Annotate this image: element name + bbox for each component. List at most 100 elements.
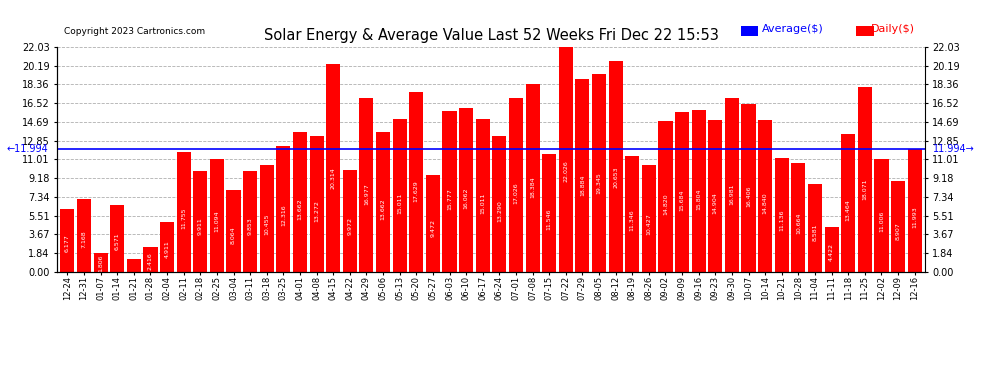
Bar <box>658 120 672 272</box>
Text: 13.464: 13.464 <box>845 199 850 221</box>
Bar <box>475 118 490 272</box>
Text: 9.972: 9.972 <box>347 217 352 235</box>
Bar <box>874 159 889 272</box>
Bar <box>575 79 589 272</box>
Bar <box>842 134 855 272</box>
Text: 18.884: 18.884 <box>580 174 585 196</box>
Bar <box>77 199 91 272</box>
Text: 15.684: 15.684 <box>679 189 685 210</box>
Text: 22.026: 22.026 <box>563 160 568 182</box>
Bar <box>626 156 640 272</box>
Bar <box>160 222 174 272</box>
Bar <box>144 247 157 272</box>
Bar <box>891 181 905 272</box>
Text: 13.290: 13.290 <box>497 200 502 222</box>
Bar <box>359 99 373 272</box>
Bar <box>558 47 573 272</box>
Text: 8.907: 8.907 <box>896 222 901 240</box>
Bar <box>857 87 872 272</box>
Text: 1.806: 1.806 <box>98 255 103 272</box>
Title: Solar Energy & Average Value Last 52 Weeks Fri Dec 22 15:53: Solar Energy & Average Value Last 52 Wee… <box>263 28 719 43</box>
Bar <box>110 205 125 272</box>
Text: Copyright 2023 Cartronics.com: Copyright 2023 Cartronics.com <box>64 27 206 36</box>
Text: 9.853: 9.853 <box>248 218 252 236</box>
Text: 4.911: 4.911 <box>164 240 169 258</box>
Bar <box>409 92 424 272</box>
Text: 8.581: 8.581 <box>813 224 818 241</box>
Bar <box>227 189 241 272</box>
Text: 17.629: 17.629 <box>414 180 419 202</box>
Text: Daily($): Daily($) <box>871 24 915 34</box>
Text: 15.804: 15.804 <box>696 189 701 210</box>
Bar <box>592 74 606 272</box>
Text: 4.422: 4.422 <box>829 243 835 261</box>
Bar <box>675 112 689 272</box>
Text: 18.384: 18.384 <box>530 177 535 198</box>
Text: 11.546: 11.546 <box>546 208 551 230</box>
Bar <box>259 165 274 272</box>
Bar <box>791 163 806 272</box>
Text: ←11.994: ←11.994 <box>7 144 49 154</box>
Bar <box>459 108 473 272</box>
Text: 6.177: 6.177 <box>65 235 70 252</box>
Text: 16.981: 16.981 <box>730 183 735 205</box>
Bar <box>908 149 922 272</box>
Text: 10.427: 10.427 <box>646 213 651 235</box>
Bar <box>443 111 456 272</box>
Text: 16.977: 16.977 <box>364 183 369 205</box>
Text: 11.346: 11.346 <box>630 209 635 231</box>
Text: 19.345: 19.345 <box>597 172 602 194</box>
Text: 6.571: 6.571 <box>115 233 120 250</box>
Bar <box>509 98 523 272</box>
Bar <box>376 132 390 272</box>
Text: 13.272: 13.272 <box>314 200 319 222</box>
Bar <box>426 175 440 272</box>
Bar <box>193 171 207 272</box>
Text: 11.136: 11.136 <box>779 210 784 231</box>
Text: 14.820: 14.820 <box>663 193 668 214</box>
Bar <box>244 171 257 272</box>
Text: Average($): Average($) <box>762 24 824 34</box>
Bar <box>93 254 108 272</box>
Bar <box>758 120 772 272</box>
Text: 20.314: 20.314 <box>331 168 336 189</box>
Text: 20.653: 20.653 <box>613 166 618 188</box>
Text: 11.094: 11.094 <box>215 210 220 232</box>
Bar <box>775 158 789 272</box>
Bar <box>708 120 723 272</box>
Text: 13.662: 13.662 <box>380 198 385 220</box>
Text: 17.026: 17.026 <box>514 183 519 204</box>
Text: 2.416: 2.416 <box>148 252 153 270</box>
Bar <box>127 259 141 272</box>
Text: 9.911: 9.911 <box>198 217 203 235</box>
Text: 11.994→: 11.994→ <box>934 144 975 154</box>
Bar <box>326 64 341 272</box>
Bar <box>808 184 822 272</box>
Text: 11.993: 11.993 <box>912 206 917 228</box>
Text: 7.168: 7.168 <box>81 230 86 248</box>
Bar <box>692 111 706 272</box>
Bar <box>60 209 74 272</box>
Text: 10.664: 10.664 <box>796 212 801 234</box>
Text: 16.406: 16.406 <box>746 186 751 207</box>
Bar <box>343 170 356 272</box>
Text: 14.904: 14.904 <box>713 192 718 214</box>
Text: 10.455: 10.455 <box>264 213 269 235</box>
Text: 14.840: 14.840 <box>762 193 767 214</box>
Text: 18.071: 18.071 <box>862 178 867 200</box>
Text: 13.662: 13.662 <box>297 198 303 220</box>
Text: 12.316: 12.316 <box>281 204 286 226</box>
Bar <box>725 99 739 272</box>
Text: 15.777: 15.777 <box>447 189 452 210</box>
Bar <box>742 104 755 272</box>
Bar <box>642 165 656 272</box>
Text: 15.011: 15.011 <box>397 192 402 214</box>
Text: 16.062: 16.062 <box>463 187 468 209</box>
Text: 9.472: 9.472 <box>431 219 436 237</box>
Bar <box>176 152 191 272</box>
Bar <box>526 84 540 272</box>
Text: 8.064: 8.064 <box>231 226 236 244</box>
Text: 11.006: 11.006 <box>879 211 884 232</box>
Bar <box>276 146 290 272</box>
Bar <box>543 154 556 272</box>
